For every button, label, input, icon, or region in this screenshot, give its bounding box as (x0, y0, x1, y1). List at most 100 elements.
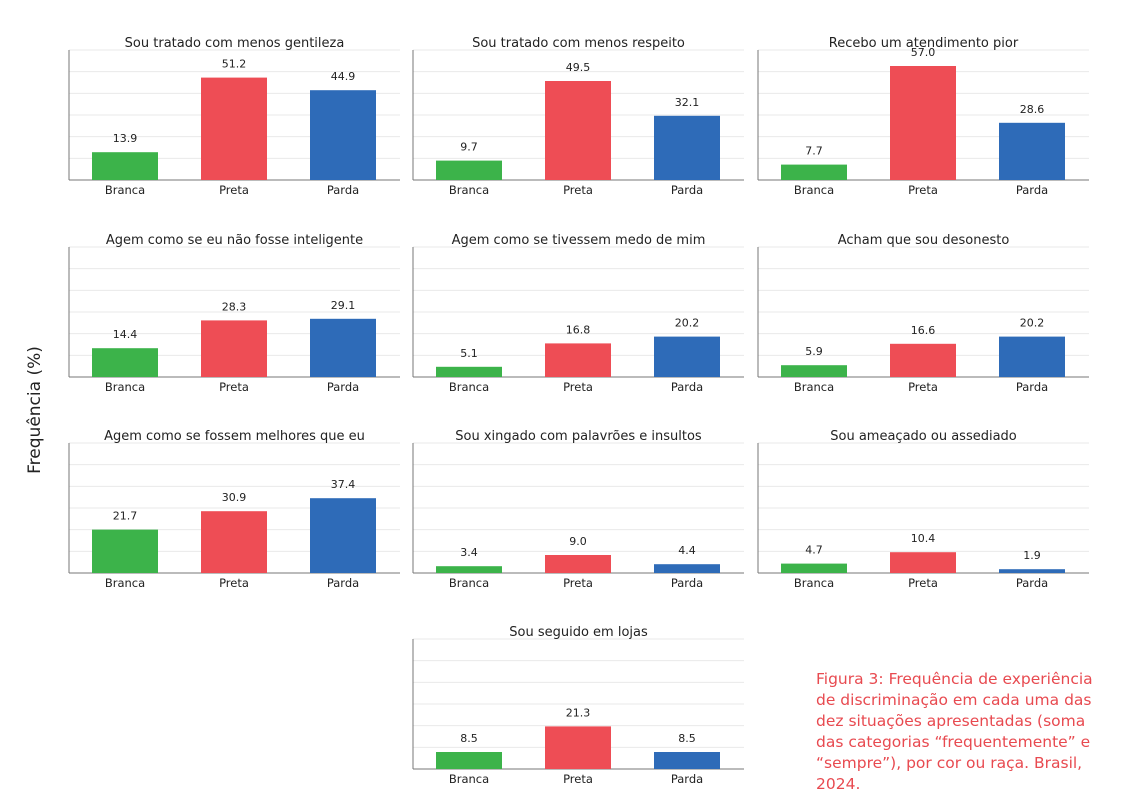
chart-panel: Agem como se eu não fosse inteligente 14.… (68, 233, 400, 394)
data-label: 8.5 (460, 732, 478, 745)
data-label: 32.1 (675, 96, 700, 109)
data-label: 21.7 (113, 510, 138, 523)
data-label: 29.1 (331, 299, 356, 312)
x-tick-label: Parda (1016, 576, 1048, 590)
chart-panel: Acham que sou desonesto 5.9 Branca 16.6 Pret… (757, 233, 1089, 394)
panel-title: Sou tratado com menos gentileza (125, 36, 345, 51)
x-tick-label: Branca (794, 576, 834, 590)
x-tick-label: Parda (327, 380, 359, 394)
bar (654, 752, 720, 769)
bar (436, 752, 502, 769)
x-tick-label: Preta (908, 380, 938, 394)
x-tick-label: Preta (908, 183, 938, 197)
bar (890, 66, 956, 180)
data-label: 7.7 (805, 145, 823, 158)
data-label: 20.2 (1020, 317, 1045, 330)
x-tick-label: Parda (327, 183, 359, 197)
bar (436, 160, 502, 180)
x-tick-label: Preta (908, 576, 938, 590)
x-tick-label: Preta (563, 772, 593, 786)
x-tick-label: Parda (671, 183, 703, 197)
data-label: 57.0 (911, 46, 936, 59)
x-tick-label: Preta (219, 380, 249, 394)
bar (654, 115, 720, 180)
bar (92, 348, 158, 377)
bar (654, 336, 720, 377)
data-label: 10.4 (911, 532, 936, 545)
bar (999, 122, 1065, 180)
bar (436, 366, 502, 377)
x-tick-label: Parda (1016, 183, 1048, 197)
data-label: 4.4 (678, 544, 696, 557)
data-label: 51.2 (222, 58, 247, 71)
x-tick-label: Branca (105, 576, 145, 590)
x-tick-label: Branca (794, 380, 834, 394)
bar (999, 569, 1065, 573)
chart-panel: Recebo um atendimento pior 7.7 Branca 57.0 P… (757, 36, 1089, 197)
chart-panel: Sou tratado com menos respeito 9.7 Branca 4… (412, 36, 744, 197)
x-tick-label: Branca (449, 772, 489, 786)
x-tick-label: Preta (219, 183, 249, 197)
data-label: 49.5 (566, 61, 591, 74)
chart-panel: Sou ameaçado ou assediado 4.7 Branca 10.4 Pr… (757, 429, 1089, 590)
x-tick-label: Branca (794, 183, 834, 197)
bar (310, 90, 376, 180)
chart-panels: Sou tratado com menos gentileza 13.9 Branc… (68, 36, 1089, 786)
chart-panel: Sou seguido em lojas 8.5 Branca 21.3 Preta 8.… (412, 625, 744, 786)
data-label: 9.0 (569, 535, 587, 548)
panel-title: Agem como se tivessem medo de mim (452, 233, 706, 248)
bar (201, 511, 267, 573)
chart-panel: Agem como se tivessem medo de mim 5.1 Bran… (412, 233, 744, 394)
x-tick-label: Branca (449, 576, 489, 590)
data-label: 5.9 (805, 345, 823, 358)
data-label: 28.6 (1020, 103, 1045, 116)
x-tick-label: Parda (671, 772, 703, 786)
bar (92, 529, 158, 573)
bar (999, 336, 1065, 377)
panel-title: Sou ameaçado ou assediado (830, 429, 1017, 444)
bar (890, 343, 956, 377)
panel-title: Agem como se eu não fosse inteligente (106, 233, 363, 248)
panel-title: Agem como se fossem melhores que eu (104, 429, 365, 444)
bar (545, 343, 611, 377)
bar (890, 552, 956, 573)
data-label: 9.7 (460, 141, 478, 154)
bar (654, 564, 720, 573)
data-label: 30.9 (222, 491, 247, 504)
chart-panel: Sou xingado com palavrões e insultos 3.4 B… (412, 429, 744, 590)
y-axis-label: Frequência (%) (25, 346, 45, 474)
bar (436, 566, 502, 573)
x-tick-label: Preta (563, 380, 593, 394)
panel-title: Acham que sou desonesto (838, 233, 1010, 248)
x-tick-label: Branca (105, 380, 145, 394)
x-tick-label: Preta (563, 576, 593, 590)
data-label: 13.9 (113, 132, 138, 145)
data-label: 5.1 (460, 347, 478, 360)
data-label: 28.3 (222, 300, 247, 313)
chart-panel: Agem como se fossem melhores que eu 21.7 B… (68, 429, 400, 590)
x-tick-label: Branca (449, 380, 489, 394)
data-label: 20.2 (675, 317, 700, 330)
x-tick-label: Parda (327, 576, 359, 590)
figure-caption: Figura 3: Frequência de experiência de d… (816, 670, 1093, 793)
bar (201, 77, 267, 180)
data-label: 3.4 (460, 546, 478, 559)
data-label: 14.4 (113, 328, 138, 341)
data-label: 44.9 (331, 70, 356, 83)
bar (545, 555, 611, 573)
panel-title: Sou xingado com palavrões e insultos (455, 429, 702, 444)
bar (545, 81, 611, 180)
data-label: 16.6 (911, 324, 936, 337)
x-tick-label: Parda (671, 576, 703, 590)
bar (92, 152, 158, 180)
data-label: 1.9 (1023, 549, 1041, 562)
bar (310, 498, 376, 573)
bar (201, 320, 267, 377)
x-tick-label: Preta (219, 576, 249, 590)
data-label: 4.7 (805, 544, 823, 557)
x-tick-label: Preta (563, 183, 593, 197)
bar (545, 726, 611, 769)
bar (781, 563, 847, 573)
bar (310, 318, 376, 377)
panel-title: Recebo um atendimento pior (829, 36, 1019, 51)
